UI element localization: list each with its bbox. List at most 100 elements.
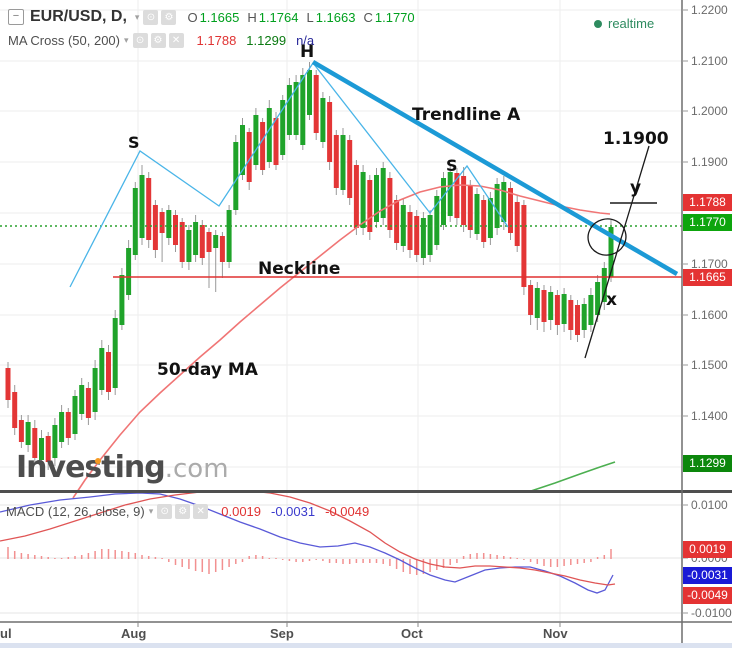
macd-histogram-bar bbox=[228, 559, 230, 567]
axis-tick-label: 1.1900 bbox=[691, 155, 728, 169]
x-point-label[interactable]: x bbox=[606, 290, 617, 310]
eye-icon[interactable]: ⊙ bbox=[143, 9, 159, 25]
y-point-label[interactable]: y bbox=[630, 178, 642, 198]
candle-body bbox=[293, 82, 299, 135]
chevron-down-icon[interactable]: ▾ bbox=[148, 506, 154, 516]
time-axis-label[interactable]: ul bbox=[0, 626, 12, 641]
low-label: L bbox=[306, 9, 314, 25]
candle-body bbox=[347, 140, 353, 198]
axis-tick-label: 1.2100 bbox=[691, 54, 728, 68]
macd-histogram-bar bbox=[422, 559, 425, 574]
horizontal-scrollbar[interactable] bbox=[0, 643, 732, 648]
candle-body bbox=[521, 205, 527, 287]
trendline-label[interactable]: Trendline A bbox=[412, 105, 521, 125]
macd-histogram-bar bbox=[369, 559, 371, 563]
macd-histogram-bar bbox=[194, 559, 197, 571]
time-axis-label[interactable]: Sep bbox=[270, 626, 294, 641]
macd-histogram-bar bbox=[456, 559, 458, 563]
indicator-header: MA Cross (50, 200) ▾ ⊙ ⚙ ✕ 1.1788 1.1299… bbox=[8, 33, 314, 48]
candle-body bbox=[173, 215, 178, 245]
right-shoulder-label[interactable]: S bbox=[446, 156, 458, 175]
panel-separator[interactable] bbox=[0, 490, 732, 493]
candle-body bbox=[481, 200, 487, 242]
price-badge: 1.1770 bbox=[683, 214, 732, 231]
macd-histogram-bar bbox=[315, 559, 317, 560]
candle-body bbox=[32, 428, 38, 458]
macd-histogram-bar bbox=[40, 556, 43, 559]
candle-body bbox=[601, 268, 607, 302]
macd-histogram-bar bbox=[34, 555, 36, 559]
cross-value: n/a bbox=[296, 33, 315, 48]
chevron-down-icon[interactable]: ▾ bbox=[134, 11, 140, 22]
candle-body bbox=[467, 186, 473, 230]
eye-icon[interactable]: ⊙ bbox=[157, 504, 173, 519]
macd-histogram-bar bbox=[576, 559, 579, 564]
head-label[interactable]: H bbox=[300, 42, 315, 62]
price-badge: -0.0031 bbox=[683, 567, 732, 584]
macd-histogram-bar bbox=[141, 555, 143, 559]
macd-histogram-bar bbox=[362, 559, 364, 563]
macd-histogram-bar bbox=[482, 553, 485, 559]
left-shoulder-label[interactable]: S bbox=[128, 133, 140, 152]
macd-histogram-bar bbox=[509, 557, 512, 559]
candle-body bbox=[554, 295, 560, 325]
gear-icon[interactable]: ⚙ bbox=[175, 504, 191, 519]
macd-histogram-bar bbox=[107, 549, 110, 559]
macd-histogram-bar bbox=[154, 557, 157, 559]
macd-title[interactable]: MACD (12, 26, close, 9) bbox=[6, 504, 145, 519]
candle-body bbox=[454, 173, 460, 218]
macd-histogram-bar bbox=[101, 549, 103, 559]
axis-tick-label: 1.1600 bbox=[691, 308, 728, 322]
candle-body bbox=[333, 135, 339, 188]
candle-body bbox=[340, 135, 346, 190]
low-value: 1.1663 bbox=[315, 9, 356, 25]
candle-body bbox=[186, 230, 192, 262]
breakout-circle[interactable] bbox=[584, 215, 630, 260]
macd-histogram-bar bbox=[523, 559, 525, 560]
candle-body bbox=[199, 225, 205, 258]
gear-icon[interactable]: ⚙ bbox=[150, 33, 166, 48]
time-axis-label[interactable]: Nov bbox=[543, 626, 568, 641]
macd-histogram-bar bbox=[355, 559, 358, 563]
indicator-title[interactable]: MA Cross (50, 200) bbox=[8, 33, 120, 48]
candle-body bbox=[427, 215, 433, 255]
symbol-title[interactable]: EUR/USD, D, bbox=[30, 8, 127, 25]
neckline-label[interactable]: Neckline bbox=[258, 259, 341, 279]
time-axis-label[interactable]: Aug bbox=[121, 626, 147, 641]
close-icon[interactable]: ✕ bbox=[168, 33, 184, 48]
candle-body bbox=[219, 236, 225, 262]
candle-body bbox=[273, 118, 279, 165]
ma50-label[interactable]: 50-day MA bbox=[157, 360, 258, 380]
gear-icon[interactable]: ⚙ bbox=[161, 9, 177, 25]
close-icon[interactable]: ✕ bbox=[193, 504, 209, 519]
candle-body bbox=[387, 178, 393, 230]
macd-histogram-bar bbox=[221, 559, 224, 570]
macd-histogram-bar bbox=[503, 556, 505, 559]
chevron-down-icon[interactable]: ▾ bbox=[124, 35, 129, 45]
realtime-status: realtime bbox=[594, 16, 654, 31]
price-badge: 0.0019 bbox=[683, 541, 732, 558]
candle-body bbox=[280, 100, 286, 155]
candle-body bbox=[106, 352, 111, 392]
candle-body bbox=[286, 85, 292, 135]
macd-histogram-bar bbox=[335, 559, 338, 563]
macd-histogram-bar bbox=[20, 553, 23, 559]
candle-body bbox=[534, 288, 540, 318]
candle-body bbox=[474, 194, 480, 234]
eye-icon[interactable]: ⊙ bbox=[132, 33, 148, 48]
candle-body bbox=[595, 282, 601, 315]
symbol-header: − EUR/USD, D, ▾ ⊙ ⚙ O 1.1665 H 1.1764 L … bbox=[8, 8, 415, 26]
macd-histogram-bar bbox=[556, 559, 559, 567]
axis-tick-label: 1.2000 bbox=[691, 104, 728, 118]
price-target-label[interactable]: 1.1900 bbox=[603, 129, 669, 149]
price-badge: 1.1788 bbox=[683, 194, 732, 211]
candle-body bbox=[119, 275, 125, 325]
candle-body bbox=[159, 212, 165, 233]
time-axis-label[interactable]: Oct bbox=[401, 626, 423, 641]
macd-histogram-bar bbox=[47, 557, 49, 559]
macd-histogram-bar bbox=[322, 559, 324, 561]
collapse-icon[interactable]: − bbox=[8, 9, 24, 25]
macd-histogram-bar bbox=[295, 559, 297, 562]
